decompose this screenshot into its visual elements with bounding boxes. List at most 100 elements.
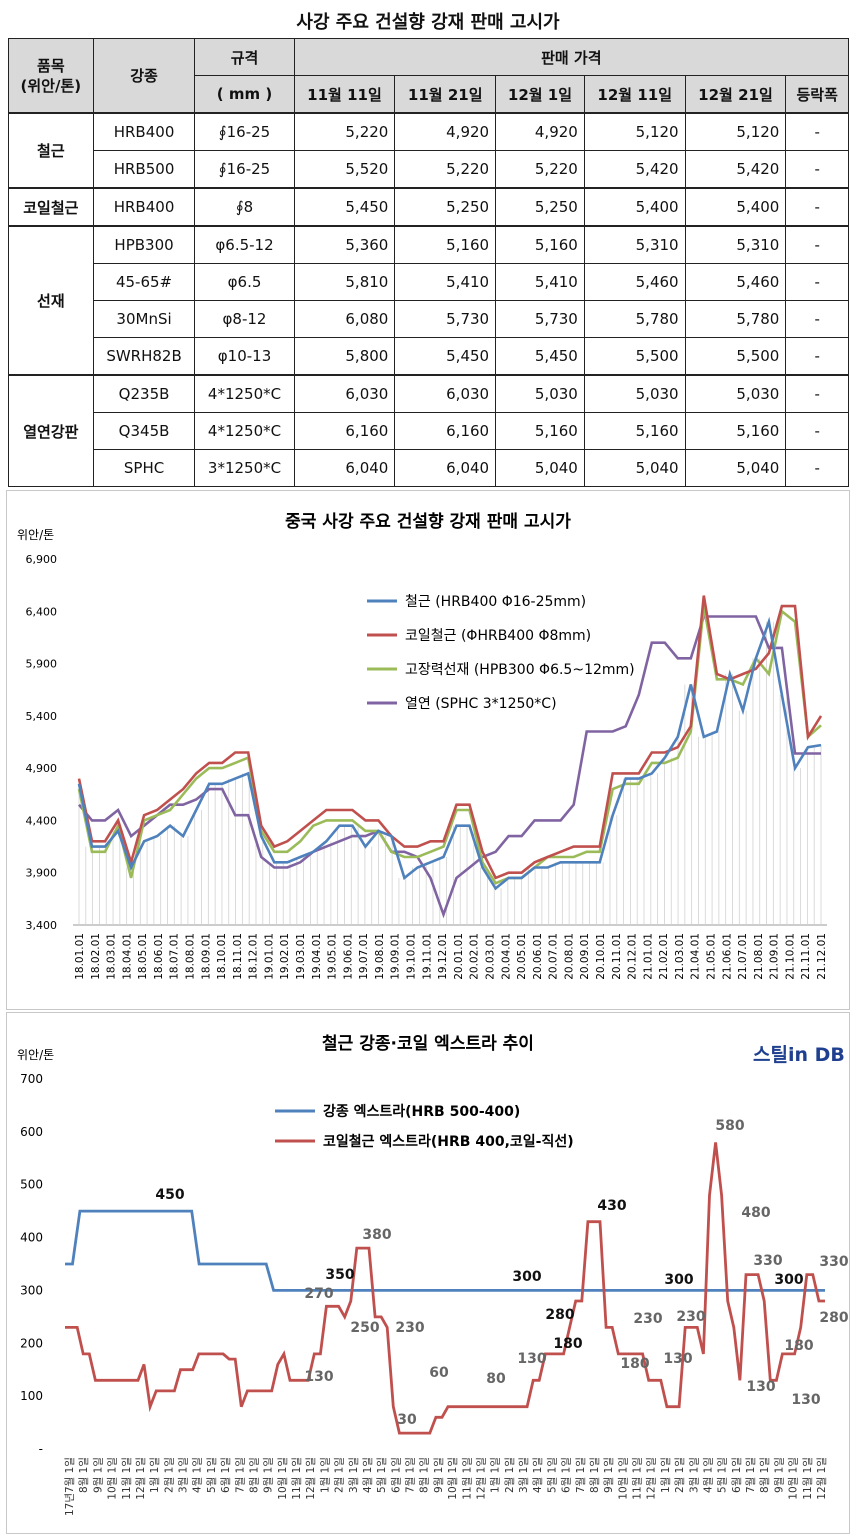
table-row: Q345B 4*1250*C 6,160 6,160 5,160 5,160 5,160- bbox=[9, 412, 849, 450]
grade-cell: HPB300 bbox=[92, 225, 196, 264]
price-cell: 5,120 bbox=[684, 112, 787, 151]
x-tick-label: 1월 1일 bbox=[148, 1457, 161, 1493]
group-name: 철근 bbox=[8, 112, 94, 189]
price-cell: 6,160 bbox=[394, 412, 497, 450]
legend-label: 고장력선재 (HPB300 Φ6.5~12mm) bbox=[405, 662, 635, 678]
y-tick-label: 300 bbox=[20, 1283, 43, 1297]
y-tick-label: 3,400 bbox=[26, 919, 58, 932]
x-tick-label: 2월 1일 bbox=[333, 1457, 346, 1493]
data-label: 330 bbox=[753, 1253, 782, 1269]
x-tick-label: 12월 1일 bbox=[474, 1457, 487, 1500]
price-cell: 5,450 bbox=[293, 187, 396, 227]
price-chart-panel: 중국 사강 주요 건설향 강재 판매 고시가 위안/톤 3,400 3,900 4,40… bbox=[6, 490, 850, 1010]
x-tick-label: 20.06.01 bbox=[532, 933, 544, 980]
price-cell: 5,520 bbox=[293, 150, 396, 189]
price-table: 품목 (위안/톤) 강종 규격 판매 가격 ( mm ) 11월 11일 11월 2… bbox=[8, 38, 850, 487]
x-tick-label: 5월 1일 bbox=[375, 1457, 388, 1493]
x-tick-label: 12월 1일 bbox=[645, 1457, 658, 1500]
x-tick-label: 21.07.01 bbox=[737, 933, 749, 980]
data-label: 380 bbox=[362, 1227, 391, 1243]
x-tick-label: 3월 1일 bbox=[687, 1457, 700, 1493]
x-tick-label: 21.03.01 bbox=[674, 933, 686, 980]
price-cell: 5,450 bbox=[495, 337, 585, 376]
table-row: SPHC 3*1250*C 6,040 6,040 5,040 5,040 5,040- bbox=[9, 449, 849, 487]
x-tick-label: 6월 1일 bbox=[730, 1457, 743, 1493]
data-label: 350 bbox=[325, 1267, 354, 1283]
header-spec: 규격 bbox=[194, 38, 295, 76]
series-line bbox=[77, 595, 823, 880]
price-cell: 5,220 bbox=[495, 150, 585, 189]
price-cell: 5,410 bbox=[394, 263, 497, 301]
x-tick-label: 11월 1일 bbox=[801, 1457, 814, 1500]
x-tick-label: 4월 1일 bbox=[361, 1457, 374, 1493]
extra-chart-panel: 철근 강종·코일 엑스트라 추이 위안/톤 스틸in DB - 100 200 300 400… bbox=[6, 1012, 850, 1534]
x-tick-label: 7월 1일 bbox=[574, 1457, 587, 1493]
price-cell: 5,030 bbox=[684, 374, 787, 413]
price-cell: 6,040 bbox=[394, 449, 497, 487]
spec-cell: φ6.5-12 bbox=[194, 225, 295, 264]
chart-title: 철근 강종·코일 엑스트라 추이 bbox=[322, 1034, 534, 1054]
x-tick-label: 10월 1일 bbox=[616, 1457, 629, 1500]
data-label: 580 bbox=[715, 1118, 744, 1134]
price-cell: 5,160 bbox=[394, 225, 497, 264]
data-label: 330 bbox=[819, 1254, 848, 1270]
data-label: 180 bbox=[620, 1356, 649, 1372]
x-tick-label: 21.05.01 bbox=[705, 933, 717, 980]
x-tick-label: 19.02.01 bbox=[279, 933, 291, 980]
header-spec-unit: ( mm ) bbox=[194, 75, 295, 114]
price-cell: 5,460 bbox=[684, 263, 787, 301]
y-tick-label: 500 bbox=[20, 1178, 43, 1192]
change-cell: - bbox=[785, 187, 849, 227]
spec-cell: φ8-12 bbox=[194, 300, 295, 338]
data-label: 430 bbox=[597, 1198, 626, 1214]
x-tick-label: 9월 1일 bbox=[602, 1457, 615, 1493]
change-cell: - bbox=[785, 412, 849, 450]
series-line bbox=[65, 1142, 825, 1435]
price-cell: 5,160 bbox=[495, 412, 585, 450]
logo-icon: 스틸in DB bbox=[753, 1044, 845, 1066]
spec-cell: ∮16-25 bbox=[194, 112, 295, 151]
grade-cell: SWRH82B bbox=[92, 337, 196, 376]
x-tick-label: 7월 1일 bbox=[233, 1457, 246, 1493]
price-cell: 5,160 bbox=[684, 412, 787, 450]
price-cell: 5,160 bbox=[583, 412, 686, 450]
x-tick-label: 2월 1일 bbox=[162, 1457, 175, 1493]
x-tick-label: 19.01.01 bbox=[263, 933, 275, 980]
price-cell: 5,500 bbox=[583, 337, 686, 376]
y-tick-label: 600 bbox=[20, 1125, 43, 1139]
x-tick-label: 5월 1일 bbox=[545, 1457, 558, 1493]
change-cell: - bbox=[785, 225, 849, 264]
x-tick-label: 7월 1일 bbox=[404, 1457, 417, 1493]
price-cell: 5,220 bbox=[293, 112, 396, 151]
x-tick-label: 18.07.01 bbox=[169, 933, 181, 980]
price-cell: 5,030 bbox=[495, 374, 585, 413]
x-tick-label: 20.01.01 bbox=[453, 933, 465, 980]
grade-cell: HRB400 bbox=[92, 187, 196, 227]
y-axis-label: 위안/톤 bbox=[17, 1048, 54, 1062]
x-tick-label: 1월 1일 bbox=[489, 1457, 502, 1493]
x-tick-label: 6월 1일 bbox=[560, 1457, 573, 1493]
x-tick-label: 18.08.01 bbox=[185, 933, 197, 980]
data-label: 130 bbox=[791, 1392, 820, 1408]
x-tick-label: 8월 1일 bbox=[588, 1457, 601, 1493]
grade-cell: Q235B bbox=[92, 374, 196, 413]
header-date: 12월 1일 bbox=[495, 75, 585, 114]
x-tick-label: 18.09.01 bbox=[200, 933, 212, 980]
price-cell: 5,220 bbox=[394, 150, 497, 189]
table-row: 철근 HRB400 ∮16-25 5,220 4,920 4,920 5,120 5,120- bbox=[8, 112, 849, 189]
table-row: 코일철근 HRB400 ∮8 5,450 5,250 5,250 5,400 5,400- bbox=[8, 187, 849, 227]
header-date: 12월 11일 bbox=[583, 75, 686, 114]
x-tick-label: 11월 1일 bbox=[120, 1457, 133, 1500]
series-line bbox=[65, 1209, 825, 1292]
data-label: 480 bbox=[741, 1205, 770, 1221]
x-tick-label: 7월 1일 bbox=[744, 1457, 757, 1493]
y-tick-label: 100 bbox=[20, 1389, 43, 1403]
x-tick-label: 6월 1일 bbox=[219, 1457, 232, 1493]
y-tick-label: 4,400 bbox=[26, 814, 58, 827]
y-tick-label: 5,400 bbox=[26, 710, 58, 723]
x-tick-label: 18.04.01 bbox=[121, 933, 133, 980]
price-cell: 5,250 bbox=[394, 187, 497, 227]
change-cell: - bbox=[785, 374, 849, 413]
x-tick-label: 10월 1일 bbox=[787, 1457, 800, 1500]
